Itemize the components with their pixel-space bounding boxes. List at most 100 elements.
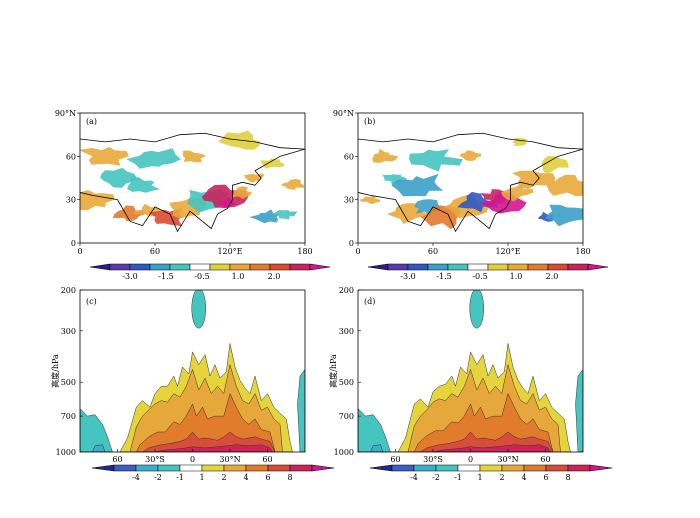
axes-frame xyxy=(357,112,584,244)
coastline xyxy=(358,148,583,233)
colorbar-tick-label: 2.0 xyxy=(546,272,559,281)
colorbar-tick-label: -1 xyxy=(454,473,462,482)
colorbar-tick-label: 2 xyxy=(499,473,504,482)
colorbar-tick-label: 2.0 xyxy=(268,272,281,281)
x-tick-label: 180 xyxy=(297,247,312,256)
colorbar-bin xyxy=(547,263,569,271)
panel-label: (d) xyxy=(364,297,375,306)
colorbar-bin xyxy=(201,464,225,472)
colorbar-end-low xyxy=(369,464,393,472)
x-tick-label: 60 xyxy=(428,247,438,256)
anomaly-patch xyxy=(512,170,556,190)
colorbar-bin xyxy=(229,263,251,271)
colorbar-tick-label: 8 xyxy=(287,473,292,482)
y-tick-label: 500 xyxy=(61,378,76,387)
colorbar-bin xyxy=(467,263,489,271)
upper-negative-cell xyxy=(469,290,484,329)
anomaly-patch xyxy=(80,190,115,211)
colorbar-tick-label: 6 xyxy=(543,473,548,482)
anomaly-patch xyxy=(414,199,441,216)
x-tick-label: 60 xyxy=(390,455,400,464)
section-c-colorbar: -4 -2 -1 1 2 4 6 8 xyxy=(91,464,335,482)
colorbar-bin xyxy=(391,464,415,472)
anomaly-patch xyxy=(217,197,236,209)
x-tick-label: 60 xyxy=(540,455,550,464)
colorbar-bin xyxy=(245,464,269,472)
positive-region xyxy=(154,444,273,452)
anomaly-patch xyxy=(280,179,304,191)
x-tick-label: 30°N xyxy=(497,455,518,464)
upper-negative-cell xyxy=(191,290,206,329)
colorbar-bin xyxy=(223,464,247,472)
colorbar-tick-label: -1.5 xyxy=(436,272,451,281)
anomaly-patch xyxy=(501,183,534,202)
negative-region xyxy=(575,368,583,452)
coastline xyxy=(80,148,305,233)
colorbar-tick-label: -1 xyxy=(176,473,184,482)
colorbar-bin xyxy=(289,263,311,271)
y-tick-label: 200 xyxy=(339,286,354,295)
y-tick-label: 0 xyxy=(349,239,354,248)
colorbar-bin xyxy=(487,263,509,271)
colorbar-end-high xyxy=(589,464,613,472)
x-tick-label: 60 xyxy=(112,455,122,464)
colorbar-tick-label: 1.0 xyxy=(510,272,523,281)
y-axis-label: 高度/hPa xyxy=(50,354,60,388)
map-b-colorbar: -3.0 -1.5 -0.5 1.0 2.0 xyxy=(367,263,609,281)
colorbar-bin xyxy=(189,263,211,271)
map-a-colorbar: -3.0 -1.5 -0.5 1.0 2.0 xyxy=(89,263,331,281)
x-tick-label: 60 xyxy=(150,247,160,256)
anomaly-patch xyxy=(249,209,280,224)
colorbar-bin xyxy=(407,263,429,271)
colorbar-bin xyxy=(567,263,589,271)
colorbar-tick-label: 4 xyxy=(243,473,248,482)
positive-region xyxy=(414,392,554,452)
colorbar-tick-label: -2 xyxy=(432,473,440,482)
anomaly-patch xyxy=(382,174,408,185)
section-panel-c: 60 30°S 0 30°N 60 200 300 500 700 1000 高度/hPa (c) xyxy=(50,286,306,464)
y-tick-label: 30 xyxy=(66,196,76,205)
colorbar-bin xyxy=(113,464,137,472)
colorbar-tick-label: 1.0 xyxy=(232,272,245,281)
anomaly-patch xyxy=(100,167,138,188)
colorbar-tick-label: 1 xyxy=(477,473,482,482)
anomaly-patch xyxy=(127,177,160,193)
colorbar-end-high xyxy=(311,464,335,472)
y-tick-label: 700 xyxy=(339,412,354,421)
colorbar-tick-label: -0.5 xyxy=(194,272,209,281)
anomaly-patch xyxy=(391,173,444,197)
positive-region xyxy=(136,392,276,452)
colorbar-tick-label: -4 xyxy=(410,473,418,482)
x-tick-label: 60 xyxy=(262,455,272,464)
colorbar-bin xyxy=(249,263,271,271)
y-tick-label: 90°N xyxy=(55,109,76,118)
negative-region xyxy=(92,444,106,452)
y-tick-label: 1000 xyxy=(56,448,76,457)
y-tick-label: 1000 xyxy=(334,448,354,457)
x-tick-label: 0 xyxy=(355,247,360,256)
x-tick-label: 120°E xyxy=(217,247,242,256)
colorbar-end-low xyxy=(89,263,111,271)
anomaly-patch xyxy=(372,148,399,163)
map-panel-b: 0 60 120°E 180 0 30 60 90°N (b) xyxy=(333,109,591,256)
anomaly-patch xyxy=(273,210,298,220)
colorbar-bin xyxy=(413,464,437,472)
anomaly-patch xyxy=(182,150,206,163)
anomaly-patch xyxy=(546,174,583,196)
x-tick-label: 30°S xyxy=(423,455,443,464)
axes-frame xyxy=(79,112,306,244)
colorbar-bin xyxy=(501,464,525,472)
colorbar-tick-label: 8 xyxy=(565,473,570,482)
y-tick-label: 200 xyxy=(61,286,76,295)
anomaly-patch xyxy=(387,202,431,224)
anomaly-patch xyxy=(126,148,181,169)
anomaly-patch xyxy=(112,205,146,222)
y-axis-label: 高度/hPa xyxy=(328,354,338,388)
y-tick-label: 30 xyxy=(344,196,354,205)
colorbar-bin xyxy=(169,263,191,271)
positive-region xyxy=(432,444,551,452)
colorbar-bin xyxy=(447,263,469,271)
colorbar-bin xyxy=(289,464,313,472)
y-tick-label: 700 xyxy=(61,412,76,421)
